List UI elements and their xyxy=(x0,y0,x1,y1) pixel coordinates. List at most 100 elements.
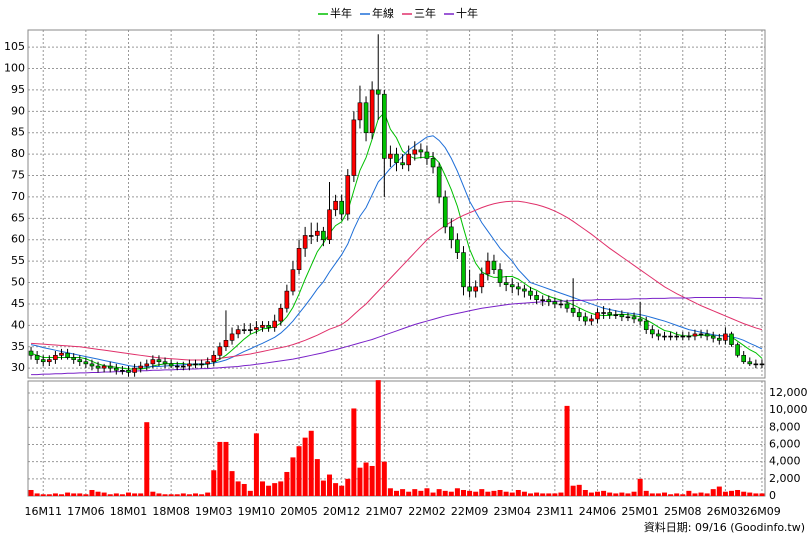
candle-body xyxy=(650,329,655,335)
candle-body xyxy=(741,355,746,363)
candle-body xyxy=(479,273,485,288)
volume-bar xyxy=(65,492,71,496)
volume-bar xyxy=(235,481,241,496)
y-tick-label: 35 xyxy=(11,340,25,353)
y2-tick-label: 4,000 xyxy=(769,455,801,468)
volume-bar xyxy=(83,494,89,496)
candle-body xyxy=(583,316,588,322)
candle-body xyxy=(607,312,612,315)
candle-body xyxy=(424,151,430,159)
y-tick-label: 75 xyxy=(11,169,25,182)
candle-body xyxy=(278,307,284,322)
candle-body xyxy=(546,299,552,303)
x-tick-label: 22M09 xyxy=(451,505,489,518)
volume-bar xyxy=(625,493,631,496)
candle-body xyxy=(717,337,722,341)
volume-bar xyxy=(649,493,655,496)
volume-bar xyxy=(387,488,393,496)
candle-body xyxy=(692,333,698,337)
x-tick-label: 19M10 xyxy=(238,505,276,518)
y-tick-label: 40 xyxy=(11,318,25,331)
volume-bar xyxy=(412,489,418,496)
candle-body xyxy=(101,365,107,369)
volume-bar xyxy=(247,490,253,496)
volume-bar xyxy=(119,494,125,496)
volume-bar xyxy=(704,493,710,496)
volume-bar xyxy=(168,494,174,496)
volume-bar xyxy=(308,430,314,496)
candle-body xyxy=(315,230,320,236)
x-tick-label: 21M07 xyxy=(366,505,404,518)
candle-body xyxy=(181,365,186,368)
candle-body xyxy=(95,365,101,369)
volume-bar xyxy=(223,441,229,496)
legend-label: 三年 xyxy=(414,6,436,20)
volume-bar xyxy=(284,471,290,496)
volume-bar xyxy=(46,494,52,496)
legend-label: 年線 xyxy=(372,6,394,20)
candle-body xyxy=(339,200,344,215)
candle-body xyxy=(77,359,83,363)
candle-body xyxy=(296,248,302,271)
candle-body xyxy=(491,260,497,271)
volume-bar xyxy=(528,493,533,496)
candle-body xyxy=(144,363,150,367)
candle-body xyxy=(461,252,466,288)
candle-body xyxy=(643,320,649,330)
candle-body xyxy=(168,363,174,367)
candle-body xyxy=(382,93,387,159)
candle-body xyxy=(241,329,247,331)
volume-bar xyxy=(461,489,466,496)
volume-bar xyxy=(735,489,741,496)
volume-bar xyxy=(509,492,515,496)
volume-bar xyxy=(101,492,107,496)
candle-body xyxy=(229,333,235,341)
volume-bar xyxy=(430,492,436,496)
volume-bar xyxy=(339,485,345,496)
volume-bar xyxy=(564,405,570,496)
volume-bar xyxy=(595,491,600,496)
volume-bar xyxy=(113,493,119,496)
volume-bar xyxy=(253,433,259,496)
volume-bar xyxy=(59,494,64,496)
candle-body xyxy=(114,367,119,371)
volume-bar xyxy=(162,494,168,496)
volume-bar xyxy=(485,491,491,496)
candle-body xyxy=(455,239,460,253)
volume-bar xyxy=(497,489,503,496)
candle-body xyxy=(150,359,156,365)
candle-body xyxy=(156,359,162,363)
volume-bar xyxy=(576,484,582,496)
volume-bar xyxy=(126,492,131,496)
volume-bar xyxy=(296,446,302,496)
candle-body xyxy=(412,149,418,155)
volume-bar xyxy=(327,474,332,496)
y-tick-label: 50 xyxy=(11,276,25,289)
candle-body xyxy=(418,149,424,153)
volume-bar xyxy=(394,490,399,496)
y-tick-label: 45 xyxy=(11,297,25,310)
volume-bar xyxy=(521,491,527,496)
candle-body xyxy=(710,335,716,339)
candle-body xyxy=(302,235,308,249)
volume-bar xyxy=(552,493,558,496)
candle-body xyxy=(528,290,533,296)
volume-bar xyxy=(52,493,58,496)
volume-bar xyxy=(156,493,162,496)
x-tick-label: 23M04 xyxy=(493,505,531,518)
candle-body xyxy=(217,346,223,356)
volume-bar xyxy=(607,492,613,496)
volume-bar xyxy=(753,493,759,496)
candle-body xyxy=(89,363,95,367)
source-note: 資料日期: 09/16 (Goodinfo.tw) xyxy=(644,520,805,534)
y-tick-label: 105 xyxy=(4,40,25,53)
volume-bar xyxy=(381,461,387,496)
y2-tick-label: 2,000 xyxy=(769,472,801,485)
candle-body xyxy=(552,301,558,305)
volume-bar xyxy=(722,491,728,496)
candle-body xyxy=(698,333,704,336)
y-tick-label: 60 xyxy=(11,233,25,246)
candle-body xyxy=(485,260,491,275)
volume-bar xyxy=(540,493,546,496)
